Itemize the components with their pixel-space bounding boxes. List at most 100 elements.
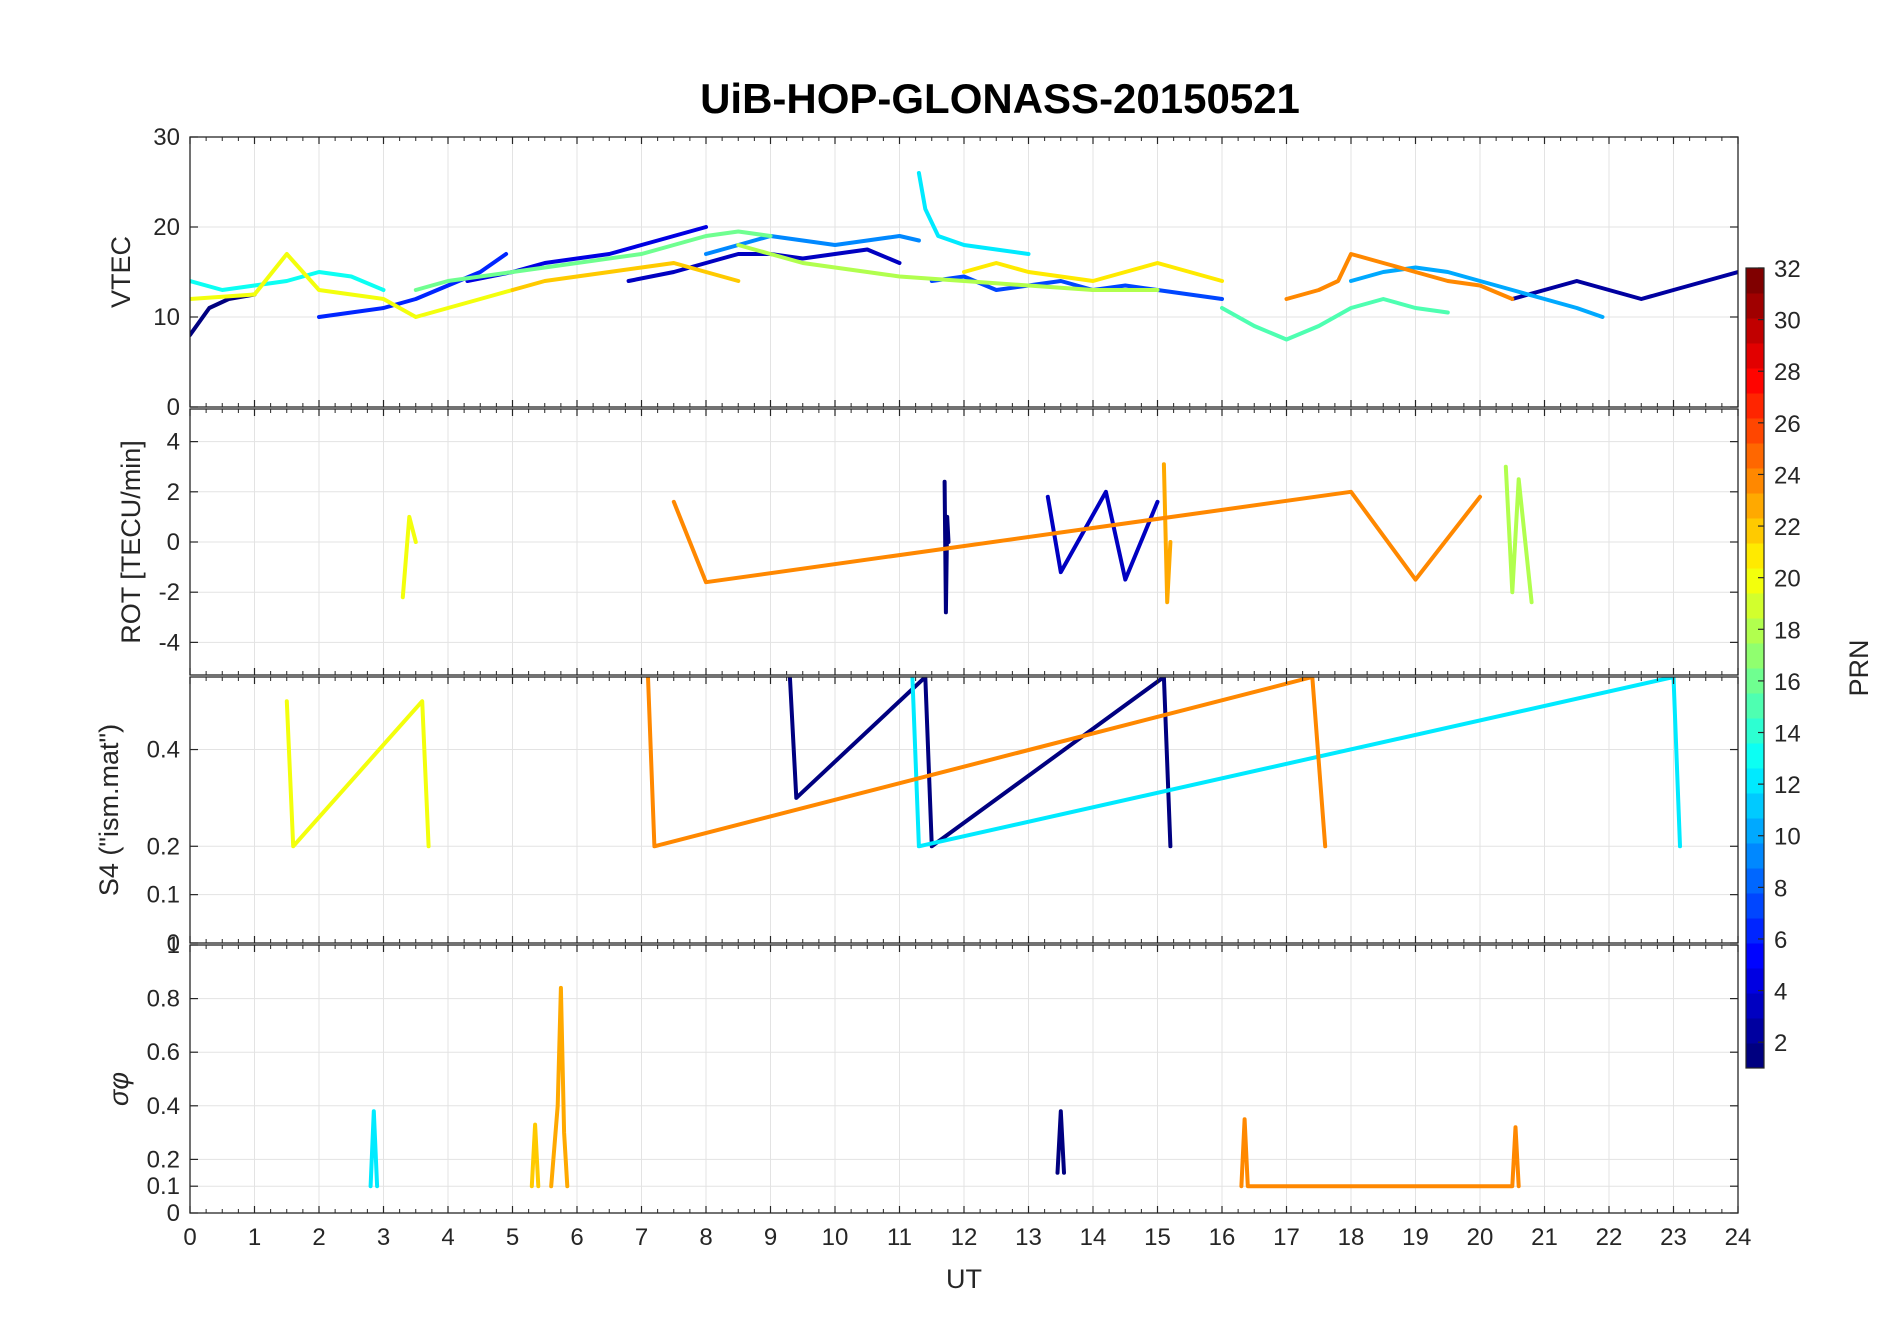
y-tick-label: 30 <box>153 124 180 151</box>
colorbar-band <box>1746 743 1764 769</box>
y-axis-label: VTEC <box>106 236 136 308</box>
y-axis-label: S4 ("ism.mat") <box>94 724 124 896</box>
colorbar-band <box>1746 1018 1764 1044</box>
y-tick-label: 0.2 <box>147 1146 180 1173</box>
colorbar-band <box>1746 368 1764 394</box>
y-axis-label: ROT [TECU/min] <box>116 440 146 644</box>
colorbar-tick-label: 30 <box>1774 308 1801 335</box>
colorbar-band <box>1746 593 1764 619</box>
panel-rot: -4 -2 0 2 4 ROT [TECU/min] <box>116 408 1739 676</box>
colorbar-band <box>1746 968 1764 994</box>
x-tick-label: 19 <box>1402 1224 1429 1251</box>
colorbar-band <box>1746 868 1764 894</box>
y-tick-label: 0.4 <box>147 1093 180 1120</box>
y-tick-label: 0 <box>167 394 180 421</box>
series-line-prn-9 <box>704 234 921 256</box>
x-tick-label: 10 <box>822 1224 849 1251</box>
colorbar-band <box>1746 993 1764 1019</box>
series-line-prn-18 <box>736 243 1160 292</box>
colorbar-band <box>1746 918 1764 944</box>
figure-title: UiB-HOP-GLONASS-20150521 <box>700 75 1300 122</box>
series-line-prn-22 <box>510 261 741 292</box>
colorbar-label: PRN <box>1844 639 1874 696</box>
x-tick-label: 4 <box>441 1224 454 1251</box>
y-axis-label: σφ <box>104 1072 134 1106</box>
colorbar-band <box>1746 643 1764 669</box>
colorbar-band <box>1746 893 1764 919</box>
colorbar-tick-label: 12 <box>1774 772 1801 799</box>
y-tick-label: 0 <box>167 1200 180 1227</box>
series-line-prn-1 <box>1055 1109 1066 1175</box>
colorbar-band <box>1746 618 1764 644</box>
colorbar-band <box>1746 468 1764 494</box>
series-line-prn-24 <box>1284 252 1515 301</box>
y-tick-label: 0.1 <box>147 1173 180 1200</box>
colorbar-band <box>1746 418 1764 444</box>
series-line-prn-2 <box>1510 270 1738 301</box>
x-tick-label: 12 <box>951 1224 978 1251</box>
series-line-prn-1 <box>787 677 1173 849</box>
colorbar-band <box>1746 1043 1764 1069</box>
series-line-prn-24 <box>646 677 1328 849</box>
series-line-prn-24 <box>671 489 1482 585</box>
colorbar-tick-label: 28 <box>1774 359 1801 386</box>
series-line-prn-6 <box>317 252 509 319</box>
colorbar-band <box>1746 943 1764 969</box>
panel-s4: 0 0.1 0.2 0.4 S4 ("ism.mat") <box>94 676 1739 957</box>
colorbar-tick-label: 16 <box>1774 669 1801 696</box>
colorbar-band <box>1746 793 1764 819</box>
y-tick-label: 1 <box>167 932 180 959</box>
x-tick-label: 14 <box>1080 1224 1107 1251</box>
colorbar-frame <box>1745 267 1765 1069</box>
series-line-prn-12 <box>916 171 1031 256</box>
y-tick-label: 0 <box>167 529 180 556</box>
colorbar-tick-label: 6 <box>1774 927 1787 954</box>
x-tick-label: 22 <box>1596 1224 1623 1251</box>
y-tick-label: 0.6 <box>147 1039 180 1066</box>
colorbar-band <box>1746 393 1764 419</box>
series-line-prn-22 <box>529 1122 541 1189</box>
x-tick-label: 18 <box>1338 1224 1365 1251</box>
series-line-prn-15 <box>1220 297 1450 342</box>
series-line-prn-23 <box>1161 462 1173 605</box>
colorbar-band <box>1746 343 1764 369</box>
x-tick-label: 0 <box>183 1224 196 1251</box>
x-tick-label: 1 <box>248 1224 261 1251</box>
colorbar-tick-label: 8 <box>1774 875 1787 902</box>
colorbar-tick-label: 14 <box>1774 721 1801 748</box>
x-tick-label: 15 <box>1144 1224 1171 1251</box>
y-tick-label: 0.2 <box>147 833 180 860</box>
x-tick-label: 20 <box>1467 1224 1494 1251</box>
colorbar-tick-label: 20 <box>1774 566 1801 593</box>
series-line-prn-20 <box>284 699 431 849</box>
colorbar-tick-label: 2 <box>1774 1030 1787 1057</box>
y-tick-label: 4 <box>167 429 180 456</box>
x-tick-label: 24 <box>1725 1224 1752 1251</box>
colorbar-tick-label: 18 <box>1774 617 1801 644</box>
x-tick-label: 3 <box>377 1224 390 1251</box>
series-line-prn-24 <box>1239 1117 1521 1189</box>
series-line-prn-18 <box>1503 464 1534 605</box>
series-line-prn-21 <box>962 261 1224 283</box>
series-line-prn-20 <box>400 514 418 600</box>
series-line-prn-13 <box>190 270 386 292</box>
y-tick-label: 10 <box>153 304 180 331</box>
colorbar-band <box>1746 518 1764 544</box>
colorbar-band <box>1746 668 1764 694</box>
colorbar-tick-label: 24 <box>1774 462 1801 489</box>
series-line-prn-12 <box>368 1109 380 1189</box>
colorbar-tick-label: 4 <box>1774 979 1787 1006</box>
x-tick-label: 7 <box>635 1224 648 1251</box>
colorbar-band <box>1746 818 1764 844</box>
panel-vtec: 0 10 20 30 VTEC <box>106 124 1739 421</box>
x-tick-label: 5 <box>506 1224 519 1251</box>
colorbar-tick-label: 10 <box>1774 824 1801 851</box>
series-line-prn-3 <box>1045 489 1160 582</box>
series-line-prn-12 <box>910 677 1682 849</box>
colorbar-tick-label: 32 <box>1774 256 1801 283</box>
x-tick-label: 9 <box>764 1224 777 1251</box>
x-tick-label: 11 <box>887 1224 912 1251</box>
colorbar-band <box>1746 543 1764 569</box>
